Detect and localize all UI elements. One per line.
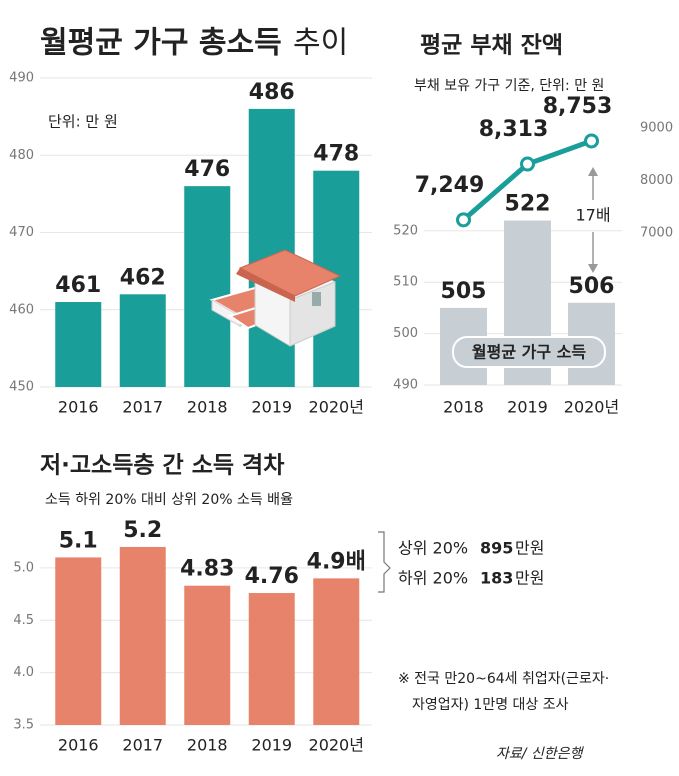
x-tick-label: 2018 (443, 398, 484, 417)
legend-box (452, 336, 606, 368)
annotation-label: 하위 20% (398, 569, 468, 588)
x-tick-label: 2017 (122, 736, 163, 755)
value-label: 4.76 (245, 564, 299, 589)
value-label: 461 (55, 273, 101, 298)
chart-title: 월평균 가구 총소득 (40, 26, 282, 61)
x-tick-label: 2016 (58, 736, 99, 755)
value-label: 4.83 (180, 557, 234, 582)
y-tick-label: 500 (393, 326, 418, 341)
footnote: ※ 전국 만20~64세 취업자(근로자· (398, 671, 609, 687)
chart-title-suffix: 추이 (293, 26, 348, 61)
value-label: 5.1 (59, 528, 98, 553)
value-label: 522 (505, 192, 551, 217)
y-tick-label: 460 (9, 302, 34, 317)
value-label: 4.9배 (307, 549, 366, 574)
bar (55, 302, 102, 387)
value-label: 5.2 (123, 518, 162, 543)
y2-tick-label: 8000 (640, 173, 673, 188)
chart-subtitle: 소득 하위 20% 대비 상위 20% 소득 배율 (45, 492, 293, 508)
chart-subtitle: 단위: 만 원 (48, 113, 118, 131)
x-tick-label: 2020년 (564, 398, 619, 417)
line-marker (584, 133, 599, 149)
annotation-unit: 만원 (515, 569, 544, 588)
annotation-amount: 895 (480, 539, 513, 558)
footnote: 자영업자) 1만명 대상 조사 (412, 697, 569, 713)
value-label: 486 (249, 80, 295, 105)
bar (119, 546, 166, 725)
y-tick-label: 480 (9, 148, 34, 163)
x-tick-label: 2019 (251, 398, 292, 417)
house-illustration (209, 249, 342, 347)
y-tick-label: 3.5 (13, 718, 34, 733)
house-window (312, 292, 321, 306)
x-tick-label: 2018 (187, 398, 228, 417)
bar (248, 593, 295, 725)
value-label: 478 (313, 142, 359, 167)
source: 자료/ 신한은행 (496, 746, 585, 762)
x-tick-label: 2017 (122, 398, 163, 417)
x-tick-label: 2019 (507, 398, 548, 417)
value-label: 506 (569, 274, 615, 299)
bar (184, 186, 231, 387)
annotation-amount: 183 (480, 569, 513, 588)
y-tick-label: 510 (393, 275, 418, 290)
value-label: 476 (184, 157, 230, 182)
y-tick-label: 4.0 (13, 665, 34, 680)
annotation: 17배 (575, 206, 610, 225)
arrow-head (588, 167, 598, 176)
y-tick-label: 490 (9, 71, 34, 86)
y2-tick-label: 9000 (640, 121, 673, 136)
value-label: 462 (120, 265, 166, 290)
annotation-unit: 만원 (515, 539, 544, 558)
chart-subtitle: 부채 보유 가구 기준, 단위: 만 원 (414, 78, 604, 94)
line-marker (520, 156, 535, 172)
bar (313, 578, 360, 725)
line-marker (456, 212, 471, 228)
y-tick-label: 520 (393, 223, 418, 238)
x-tick-label: 2016 (58, 398, 99, 417)
bar (184, 585, 231, 725)
chart-title: 평균 부채 잔액 (420, 33, 563, 59)
x-tick-label: 2019 (251, 736, 292, 755)
y-tick-label: 470 (9, 225, 34, 240)
bar (119, 294, 166, 387)
plots: 450 460 470 480 490 2016 2017 2018 2019 2020년 461 4… (9, 71, 673, 755)
y2-tick-label: 7000 (640, 225, 673, 240)
y-tick-label: 4.5 (13, 613, 34, 628)
bracket (378, 531, 391, 593)
arrow-head (588, 264, 598, 273)
chart-title: 저·고소득층 간 소득 격차 (40, 453, 284, 479)
annotation-label: 상위 20% (398, 539, 468, 558)
value-label: 8,313 (479, 117, 549, 142)
x-tick-label: 2020년 (309, 736, 364, 755)
value-label: 505 (441, 279, 487, 304)
y-tick-label: 490 (393, 378, 418, 393)
x-tick-label: 2020년 (309, 398, 364, 417)
x-tick-label: 2018 (187, 736, 228, 755)
y-tick-label: 5.0 (13, 560, 34, 575)
value-label: 8,753 (543, 94, 613, 119)
y-tick-label: 450 (9, 380, 34, 395)
value-label: 7,249 (415, 173, 485, 198)
bar (55, 557, 102, 725)
legend-label: 월평균 가구 소득 (472, 343, 586, 362)
